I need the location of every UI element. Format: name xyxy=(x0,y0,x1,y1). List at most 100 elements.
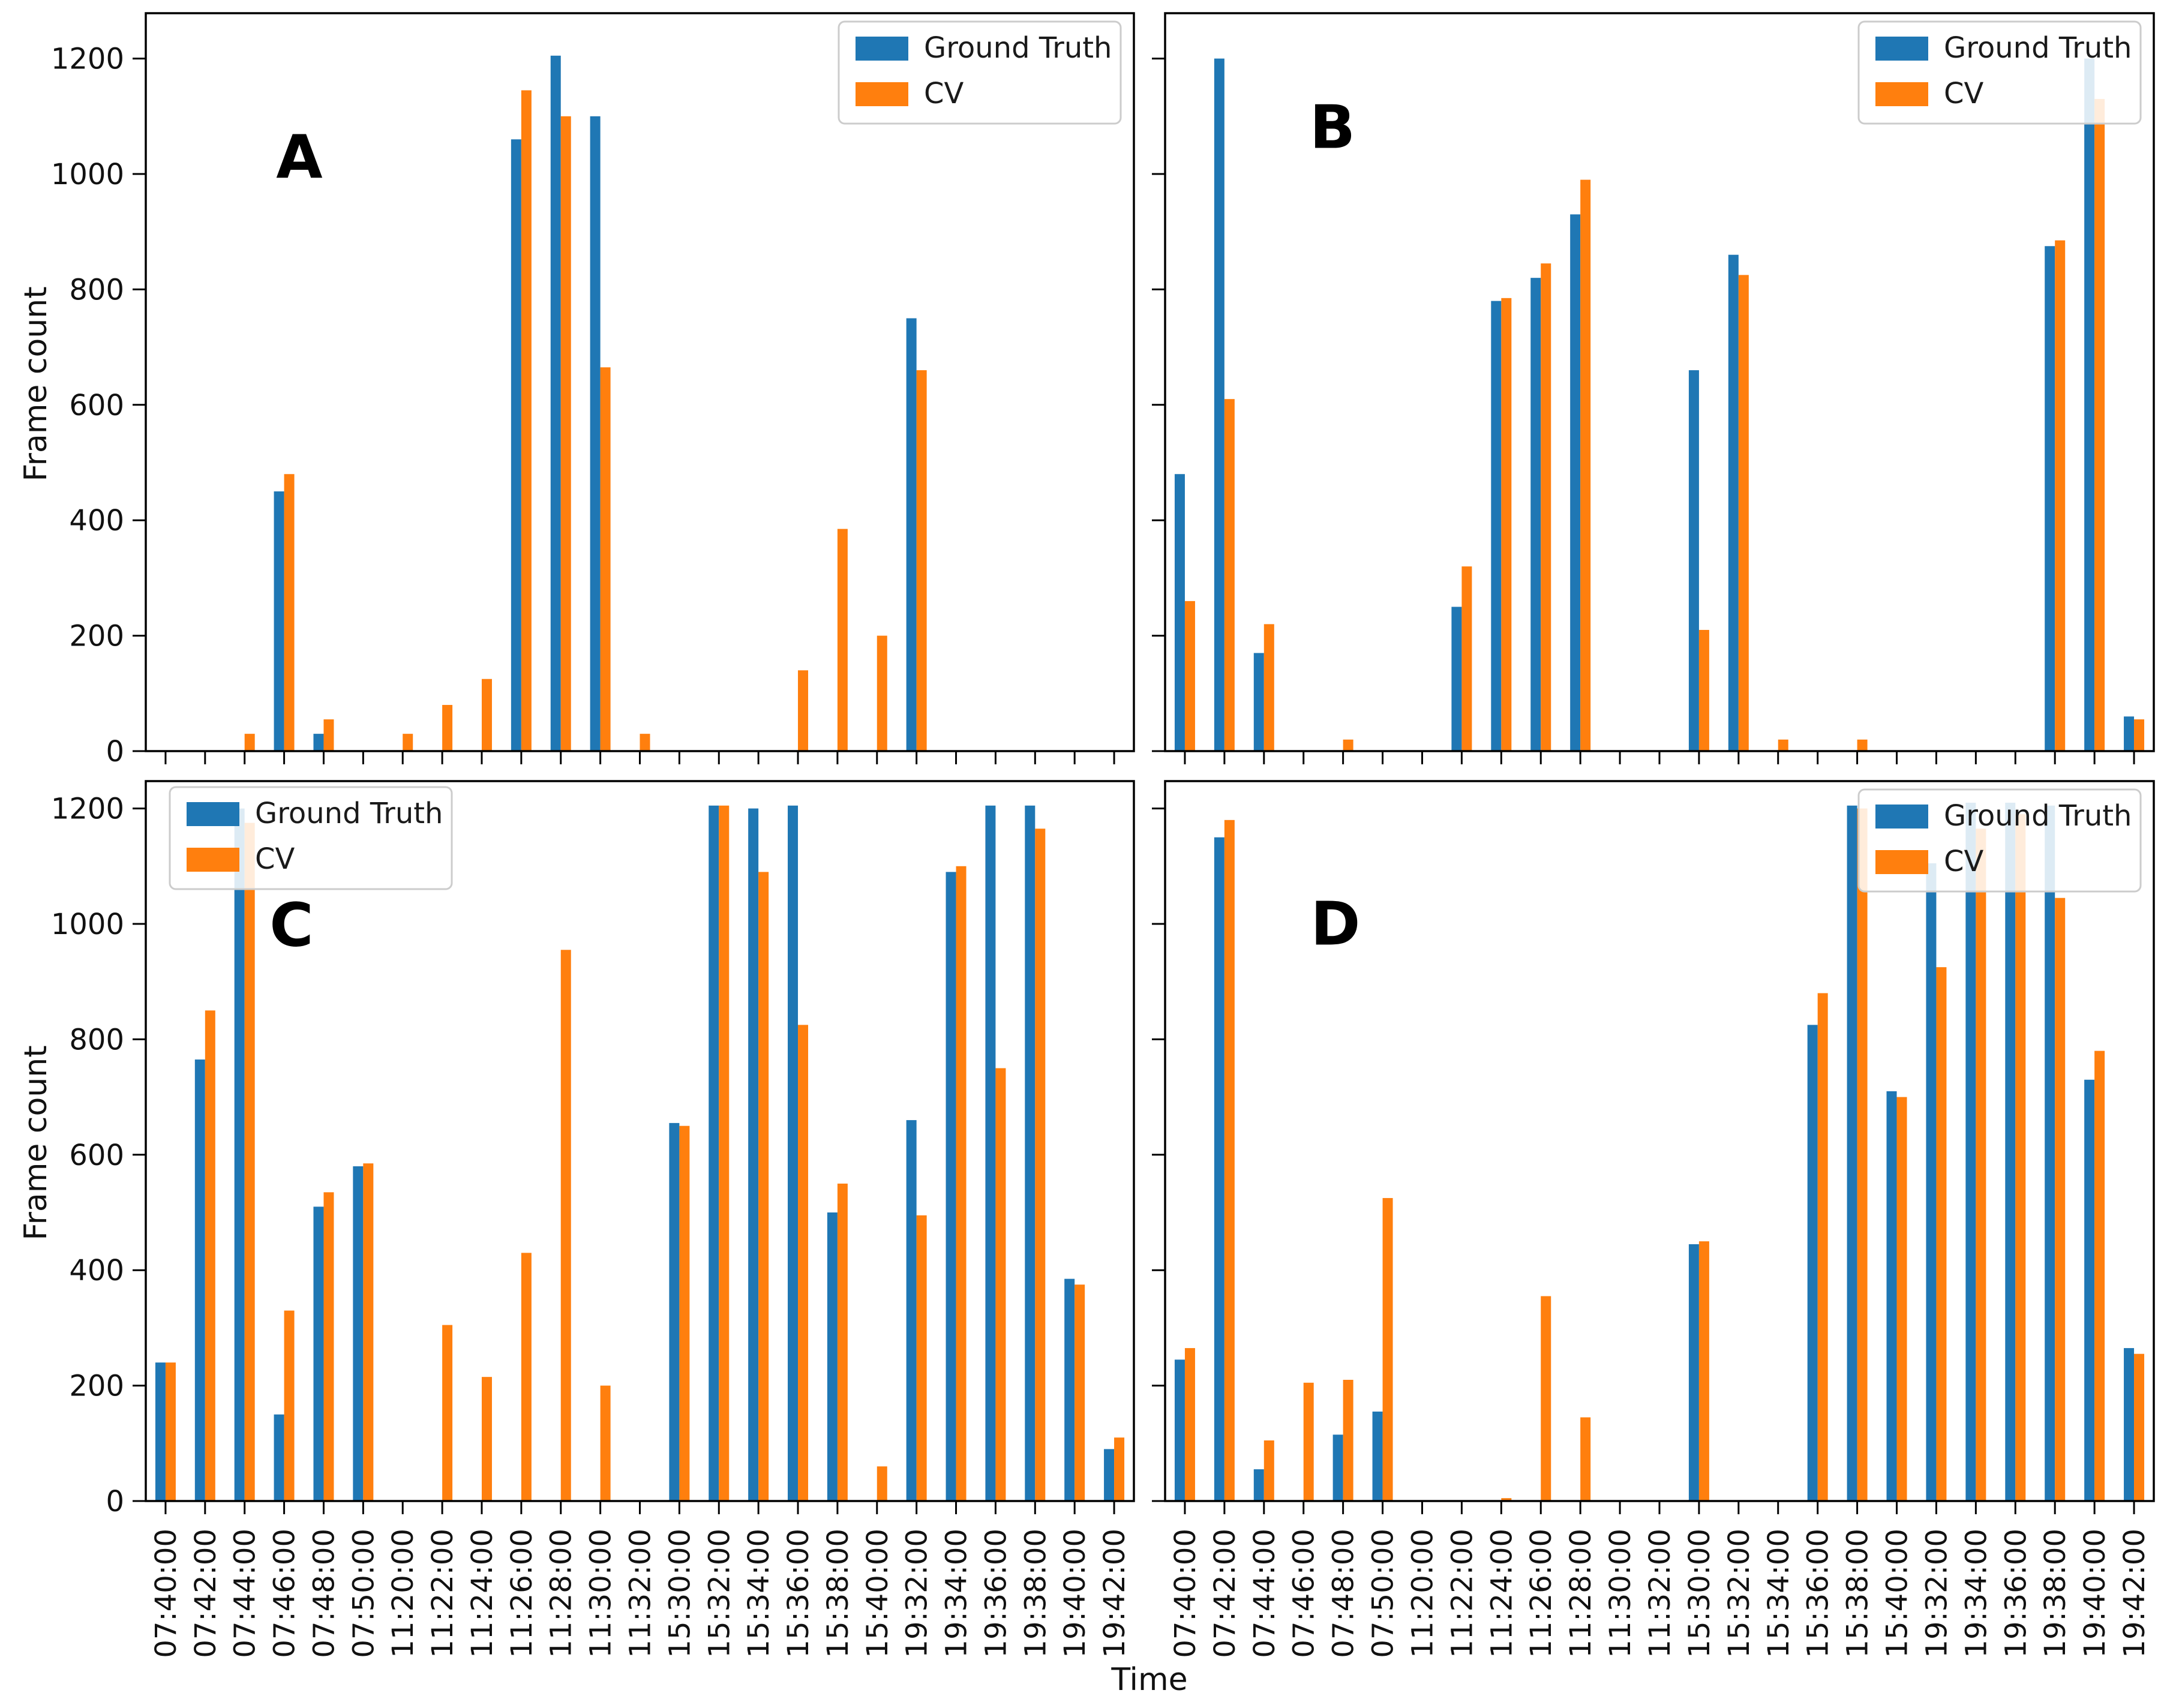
x-tick-label: 19:34:00 xyxy=(1959,1529,1993,1658)
x-tick-label: 11:30:00 xyxy=(1604,1529,1637,1658)
x-tick-label: 15:30:00 xyxy=(1683,1529,1716,1658)
bar xyxy=(1174,474,1185,751)
legend-swatch-ground-truth xyxy=(1875,805,1928,829)
legend-box xyxy=(169,786,453,890)
y-tick-label: 200 xyxy=(69,620,124,653)
x-tick-label: 19:36:00 xyxy=(979,1529,1013,1658)
bar xyxy=(1343,739,1353,751)
x-tick-label: 19:38:00 xyxy=(2039,1529,2072,1658)
bar xyxy=(1343,1379,1353,1501)
bar xyxy=(719,805,730,1501)
bar xyxy=(165,1362,176,1501)
legend: Ground Truth CV xyxy=(1857,788,2142,893)
x-tick-label: 11:24:00 xyxy=(1485,1529,1518,1658)
bar xyxy=(2124,716,2135,751)
x-tick-label: 15:32:00 xyxy=(703,1529,736,1658)
bar xyxy=(1698,629,1709,751)
x-tick-label: 11:20:00 xyxy=(1406,1529,1439,1658)
x-tick-label: 15:34:00 xyxy=(742,1529,776,1658)
bar xyxy=(284,474,295,751)
x-tick-label: 15:36:00 xyxy=(1802,1529,1835,1658)
bar xyxy=(244,734,255,751)
x-tick-label: 15:38:00 xyxy=(1841,1529,1875,1658)
bar xyxy=(1530,278,1541,751)
x-tick-label: 15:32:00 xyxy=(1722,1529,1756,1658)
bar xyxy=(995,1068,1006,1501)
bar xyxy=(798,1025,809,1501)
legend-swatch-ground-truth xyxy=(187,802,239,826)
x-tick-label: 07:46:00 xyxy=(268,1529,302,1658)
bar xyxy=(748,808,759,1501)
bar xyxy=(1580,179,1591,751)
bar xyxy=(2124,1348,2135,1501)
panel-label-a: A xyxy=(276,122,324,193)
legend-box xyxy=(838,20,1122,125)
bar xyxy=(590,116,601,751)
bar xyxy=(274,1414,284,1501)
bar xyxy=(906,1120,917,1501)
y-tick-label: 200 xyxy=(69,1370,124,1403)
bar xyxy=(1372,1411,1383,1501)
bars-ground-truth xyxy=(1174,802,2135,1501)
bar xyxy=(1541,263,1551,751)
bar xyxy=(481,679,492,751)
bar xyxy=(313,734,324,751)
bar xyxy=(1184,1348,1195,1501)
bar xyxy=(481,1377,492,1501)
legend-label: CV xyxy=(1944,77,1984,110)
bar xyxy=(1847,805,1857,1501)
x-tick-label: 11:20:00 xyxy=(386,1529,420,1658)
legend-label: Ground Truth xyxy=(1944,31,2132,65)
bar xyxy=(2134,1353,2145,1501)
x-tick-label: 07:44:00 xyxy=(1248,1529,1281,1658)
bar xyxy=(1025,805,1036,1501)
bar xyxy=(985,805,996,1501)
bars-ground-truth xyxy=(155,805,1115,1501)
x-tick-label: 19:40:00 xyxy=(1058,1529,1092,1658)
bar xyxy=(956,866,967,1501)
x-tick-label: 11:26:00 xyxy=(505,1529,539,1658)
legend-label: CV xyxy=(255,842,295,876)
bar xyxy=(877,635,887,751)
bar xyxy=(2084,58,2095,752)
x-tick-label: 11:22:00 xyxy=(1445,1529,1479,1658)
bar xyxy=(1174,1359,1185,1501)
bar xyxy=(205,1010,215,1501)
bar xyxy=(788,805,799,1501)
bar xyxy=(1886,1091,1897,1501)
x-tick-label: 11:30:00 xyxy=(584,1529,618,1658)
bar xyxy=(2055,240,2066,751)
bar xyxy=(1698,1241,1709,1501)
bar xyxy=(1332,1434,1343,1501)
legend-swatch-cv xyxy=(187,848,239,872)
bar xyxy=(1184,601,1195,751)
bar xyxy=(1501,1498,1512,1501)
legend-box xyxy=(1857,20,2142,125)
bar xyxy=(234,808,245,1501)
legend-swatch-ground-truth xyxy=(1875,37,1928,61)
x-tick-label: 07:40:00 xyxy=(149,1529,183,1658)
bar xyxy=(1104,1449,1115,1501)
y-axis-title-bottom: Frame count xyxy=(18,1045,54,1241)
bar xyxy=(837,529,848,751)
bar xyxy=(313,1206,324,1501)
bar xyxy=(877,1466,887,1501)
x-tick-label: 15:30:00 xyxy=(663,1529,697,1658)
panel-b: Ground Truth CV xyxy=(1152,12,2155,764)
bar xyxy=(1224,399,1235,751)
bar xyxy=(1461,566,1472,751)
bar xyxy=(1253,653,1264,751)
x-tick-label: 07:42:00 xyxy=(1208,1529,1242,1658)
bar xyxy=(244,823,255,1501)
bar xyxy=(2015,814,2026,1501)
x-tick-label: 19:38:00 xyxy=(1019,1529,1052,1658)
bar xyxy=(323,1192,334,1501)
bar xyxy=(1817,993,1828,1501)
bar xyxy=(916,370,927,751)
bar xyxy=(521,1253,532,1501)
bar xyxy=(511,139,521,751)
bar xyxy=(1936,967,1947,1501)
x-tick-label: 15:34:00 xyxy=(1762,1529,1796,1658)
bar xyxy=(353,1166,364,1501)
bar xyxy=(1253,1469,1264,1501)
